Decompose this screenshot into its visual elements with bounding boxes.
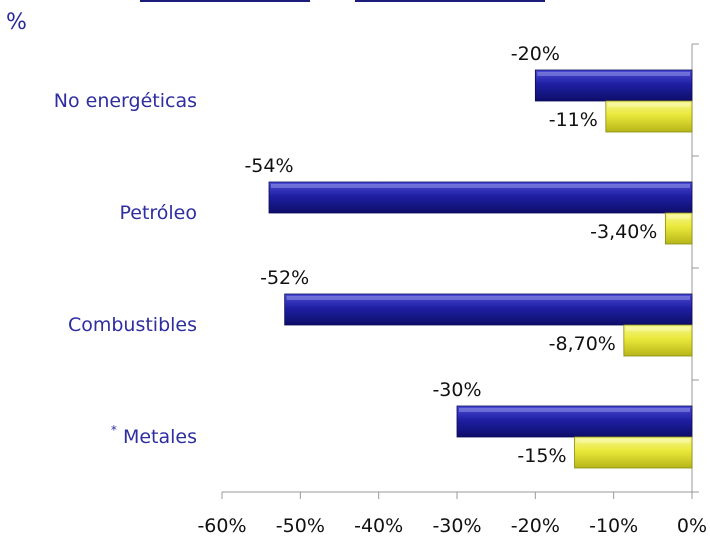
bar-highlight <box>537 72 690 76</box>
bar-series1 <box>268 181 693 214</box>
data-label: -11% <box>549 109 598 131</box>
bar-series1 <box>284 293 693 326</box>
x-tick-label: -40% <box>354 515 403 537</box>
x-tick-label: -10% <box>589 515 638 537</box>
bar-highlight <box>286 296 690 300</box>
x-tick-label: -20% <box>511 515 560 537</box>
x-tick-label: -30% <box>432 515 481 537</box>
unit-label: % <box>6 10 27 35</box>
bar-highlight <box>667 215 690 219</box>
bar-series1 <box>534 69 693 102</box>
bar-series2 <box>664 212 693 245</box>
data-label: -20% <box>511 43 560 65</box>
cropped-title-fragment <box>355 0 545 2</box>
bar-highlight <box>576 439 690 443</box>
bar-series2 <box>605 100 693 133</box>
bar-highlight <box>625 327 690 331</box>
data-label: -15% <box>517 445 566 467</box>
cropped-title-fragment <box>140 0 310 2</box>
bar-highlight <box>607 103 690 107</box>
bar-highlight <box>459 408 690 412</box>
data-label: -52% <box>260 267 309 289</box>
x-tick-label: -60% <box>197 515 246 537</box>
data-label: -54% <box>244 155 293 177</box>
data-label: -30% <box>432 379 481 401</box>
bar-series2 <box>623 324 693 357</box>
x-tick-label: -50% <box>276 515 325 537</box>
data-label: -3,40% <box>590 221 657 243</box>
bar-series2 <box>574 436 693 469</box>
x-tick-label: 0% <box>677 515 707 537</box>
category-label: * Metales <box>111 423 197 448</box>
data-label: -8,70% <box>549 333 616 355</box>
category-label: Petróleo <box>119 202 197 224</box>
bar-highlight <box>271 184 690 188</box>
category-label: Combustibles <box>68 314 197 336</box>
category-label: No energéticas <box>54 90 197 112</box>
